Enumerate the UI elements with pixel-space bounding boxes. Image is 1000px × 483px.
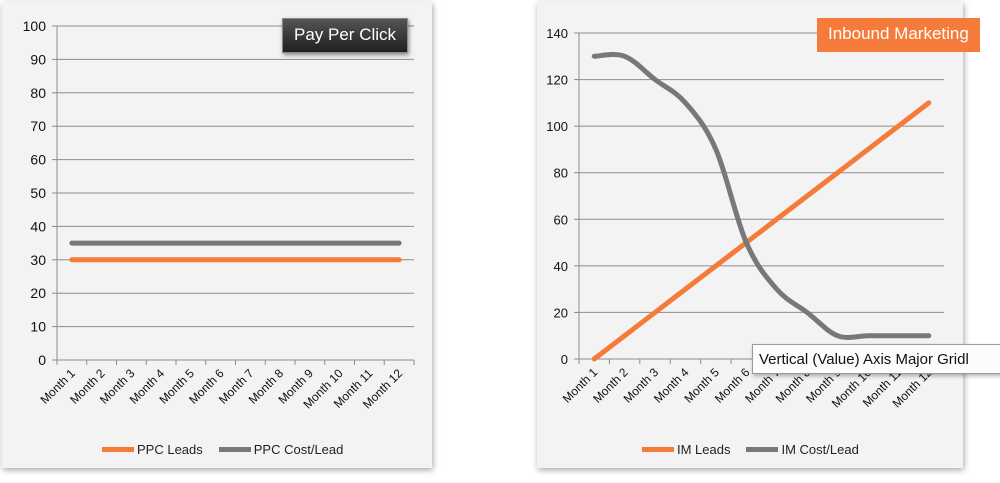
- im-y-tick-label: 0: [561, 352, 568, 367]
- legend-ppc[interactable]: PPC Leads PPC Cost/Lead: [102, 440, 359, 458]
- ppc-y-tick-label: 50: [30, 185, 46, 201]
- im-y-tick-label: 40: [554, 259, 568, 274]
- ppc-y-tick-label: 10: [30, 319, 46, 335]
- legend-swatch-ppc-cost: [218, 446, 251, 452]
- legend-label-ppc-cost: PPC Cost/Lead: [253, 441, 344, 457]
- im-y-tick-label: 120: [546, 73, 568, 88]
- ppc-y-tick-label: 80: [30, 85, 46, 101]
- ppc-y-tick-label: 100: [23, 18, 47, 34]
- ppc-y-tick-label: 60: [30, 152, 46, 168]
- ppc-y-tick-label: 40: [30, 218, 46, 234]
- legend-swatch-ppc-leads: [102, 446, 134, 452]
- legend-label-im-cost: IM Cost/Lead: [781, 441, 859, 457]
- legend-im[interactable]: IM Leads IM Cost/Lead: [642, 440, 875, 458]
- im-series-line-1[interactable]: [591, 52, 932, 340]
- legend-item-im-cost[interactable]: IM Cost/Lead: [746, 441, 859, 457]
- ppc-y-tick-label: 20: [30, 285, 46, 301]
- legend-item-im-leads[interactable]: IM Leads: [642, 442, 730, 457]
- im-y-tick-label: 80: [554, 166, 568, 181]
- im-y-tick-label: 20: [554, 305, 568, 320]
- legend-item-ppc-cost[interactable]: PPC Cost/Lead: [218, 441, 344, 457]
- im-y-tick-label: 60: [554, 212, 568, 227]
- im-y-tick-label: 100: [546, 119, 568, 134]
- ppc-y-tick-label: 30: [30, 252, 46, 268]
- chart-title-im: Inbound Marketing: [817, 18, 980, 52]
- chart-panel-ppc[interactable]: 0 10 20 30 40 50 60 70 80 90 100 Month 1 Month 2 Mont…: [2, 2, 432, 468]
- im-series-line-0[interactable]: [591, 100, 932, 362]
- legend-label-ppc-leads: PPC Leads: [137, 441, 203, 457]
- legend-item-ppc-leads[interactable]: PPC Leads: [102, 442, 203, 457]
- ppc-y-tick-label: 0: [38, 352, 46, 368]
- gridline-tooltip: Vertical (Value) Axis Major Gridl: [752, 344, 1000, 374]
- legend-swatch-im-cost: [746, 446, 779, 452]
- chart-title-ppc: Pay Per Click: [282, 18, 409, 53]
- legend-label-im-leads: IM Leads: [677, 441, 731, 457]
- ppc-y-tick-label: 70: [30, 118, 46, 134]
- legend-swatch-im-leads: [642, 446, 674, 452]
- im-y-tick-label: 140: [546, 26, 568, 41]
- ppc-y-tick-label: 90: [30, 51, 46, 67]
